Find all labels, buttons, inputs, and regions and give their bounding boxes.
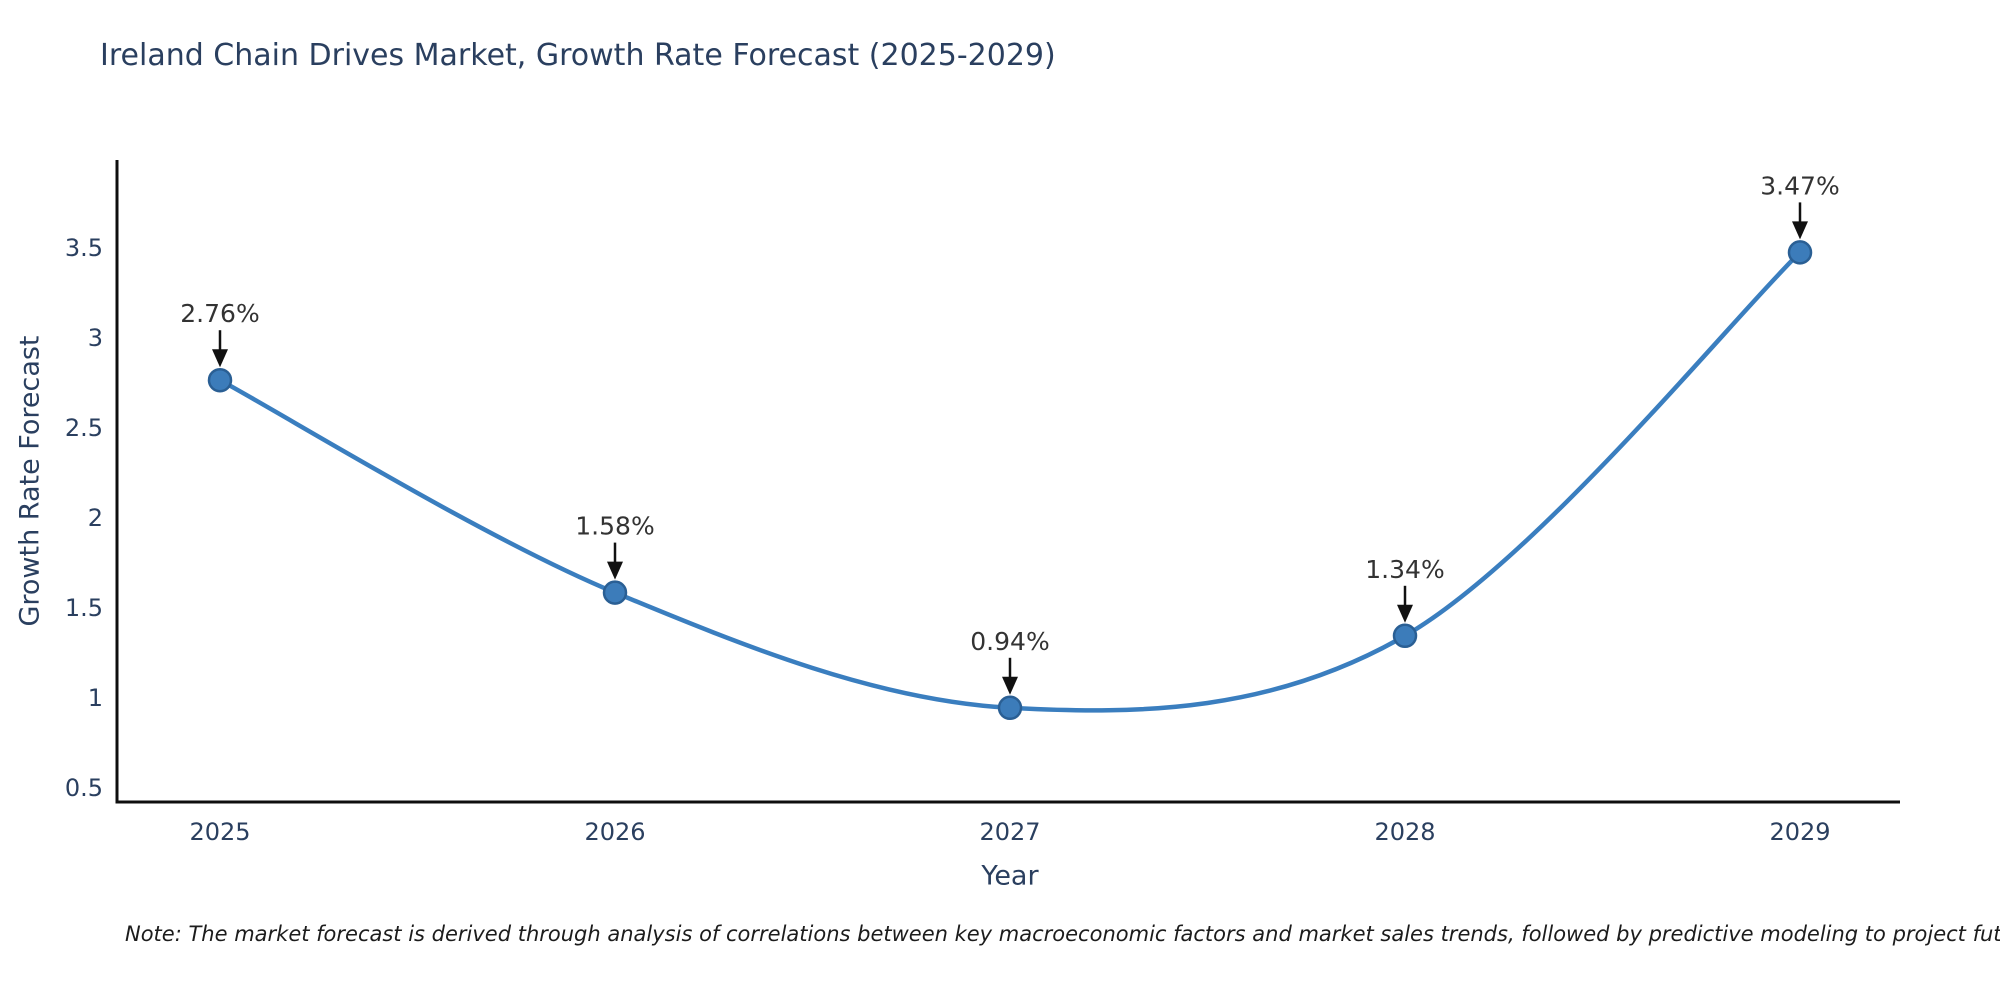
y-tick-label: 0.5: [65, 774, 103, 802]
footnote: Note: The market forecast is derived thr…: [125, 922, 2000, 946]
x-tick-label: 2029: [1769, 818, 1830, 846]
annotation-arrowhead-icon: [1397, 604, 1413, 623]
data-point-marker[interactable]: [997, 695, 1023, 721]
axis-lines: [115, 160, 1900, 804]
data-point-marker[interactable]: [1787, 240, 1813, 265]
data-point-label: 3.47%: [1760, 171, 1839, 200]
x-axis-title: Year: [981, 860, 1039, 892]
y-tick-label: 2.5: [65, 414, 103, 442]
data-point-label: 0.94%: [970, 627, 1049, 656]
data-point-marker[interactable]: [207, 367, 233, 393]
x-tick-label: 2026: [584, 818, 645, 846]
annotation-arrowhead-icon: [212, 349, 228, 368]
y-tick-label: 2: [88, 504, 103, 532]
x-tick-label: 2027: [979, 818, 1040, 846]
y-tick-label: 1.5: [65, 594, 103, 622]
x-tick-label: 2028: [1374, 818, 1435, 846]
annotation-arrowhead-icon: [1792, 221, 1808, 240]
x-tick-label: 2025: [189, 818, 250, 846]
y-tick-label: 3.5: [65, 234, 103, 262]
data-point-marker[interactable]: [602, 580, 628, 605]
y-tick-label: 3: [88, 324, 103, 352]
y-axis-title: Growth Rate Forecast: [14, 335, 46, 627]
chart-title: Ireland Chain Drives Market, Growth Rate…: [100, 38, 1056, 73]
data-point-label: 2.76%: [180, 299, 259, 328]
data-point-label: 1.34%: [1365, 555, 1444, 584]
data-point-label: 1.58%: [575, 512, 654, 541]
y-tick-label: 1: [88, 684, 103, 712]
data-point-marker[interactable]: [1392, 623, 1418, 649]
annotation-arrowhead-icon: [607, 561, 623, 580]
annotation-arrowhead-icon: [1002, 676, 1018, 695]
